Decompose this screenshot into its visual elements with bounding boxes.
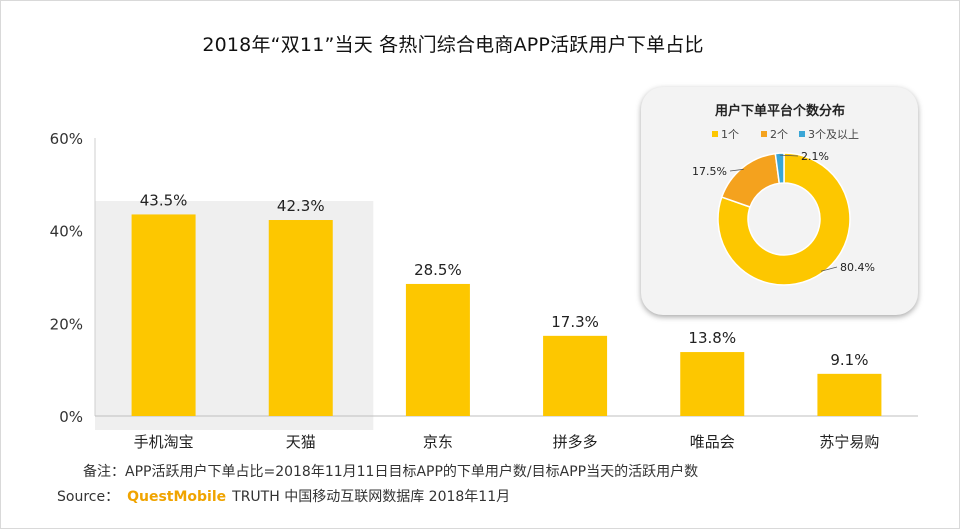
legend-swatch [712, 131, 718, 137]
legend-swatch [761, 131, 767, 137]
pie-leader-line [820, 266, 838, 272]
pie-value-label: 80.4% [840, 261, 875, 274]
legend-label: 3个及以上 [808, 128, 859, 141]
bar [405, 283, 470, 416]
bar-value-label: 9.1% [830, 351, 868, 369]
x-tick-label: 手机淘宝 [134, 433, 194, 451]
x-tick-label: 京东 [423, 433, 453, 451]
legend-label: 1个 [721, 128, 739, 141]
y-tick-label: 60% [50, 130, 83, 148]
source-line: Source： QuestMobile TRUTH 中国移动互联网数据库 2018年… [57, 486, 510, 506]
pie-value-label: 17.5% [692, 165, 727, 178]
x-tick-label: 拼多多 [553, 433, 598, 451]
legend-label: 2个 [770, 128, 788, 141]
pie-value-label: 2.1% [801, 150, 829, 163]
bar-value-label: 28.5% [414, 261, 462, 279]
bar [543, 335, 608, 416]
bar [817, 373, 882, 416]
bar-value-label: 17.3% [551, 313, 599, 331]
bar-value-label: 43.5% [140, 191, 188, 209]
footnote: 备注：APP活跃用户下单占比=2018年11月11日目标APP的下单用户数/目标… [83, 464, 699, 480]
source-label: Source： [57, 489, 120, 505]
y-tick-label: 40% [50, 223, 83, 241]
bar [680, 352, 745, 416]
chart-title: 2018年“双11”当天 各热门综合电商APP活跃用户下单占比 [202, 34, 704, 56]
pie-inset-panel: 用户下单平台个数分布 1个 2个 3个及以上 80.4% 17.5% 2.1% [641, 87, 918, 315]
pie-leader-line [729, 168, 744, 172]
y-tick-label: 20% [50, 315, 83, 333]
bar [268, 220, 333, 416]
pie-slice [717, 152, 851, 286]
donut-chart: 用户下单平台个数分布 1个 2个 3个及以上 80.4% 17.5% 2.1% [692, 103, 875, 286]
x-tick-label: 天猫 [286, 433, 316, 451]
pie-leader-line [779, 154, 799, 157]
bar [131, 214, 196, 416]
source-brand: QuestMobile [127, 489, 227, 505]
x-tick-label: 苏宁易购 [819, 433, 879, 451]
pie-slice [774, 152, 785, 185]
source-text: TRUTH 中国移动互联网数据库 2018年11月 [232, 489, 511, 505]
legend-swatch [799, 131, 805, 137]
y-tick-label: 0% [59, 408, 83, 426]
bar-value-label: 13.8% [688, 329, 736, 347]
x-tick-label: 唯品会 [690, 433, 735, 451]
pie-slice [720, 152, 781, 208]
bar-value-label: 42.3% [277, 197, 325, 215]
pie-title: 用户下单平台个数分布 [714, 103, 845, 119]
